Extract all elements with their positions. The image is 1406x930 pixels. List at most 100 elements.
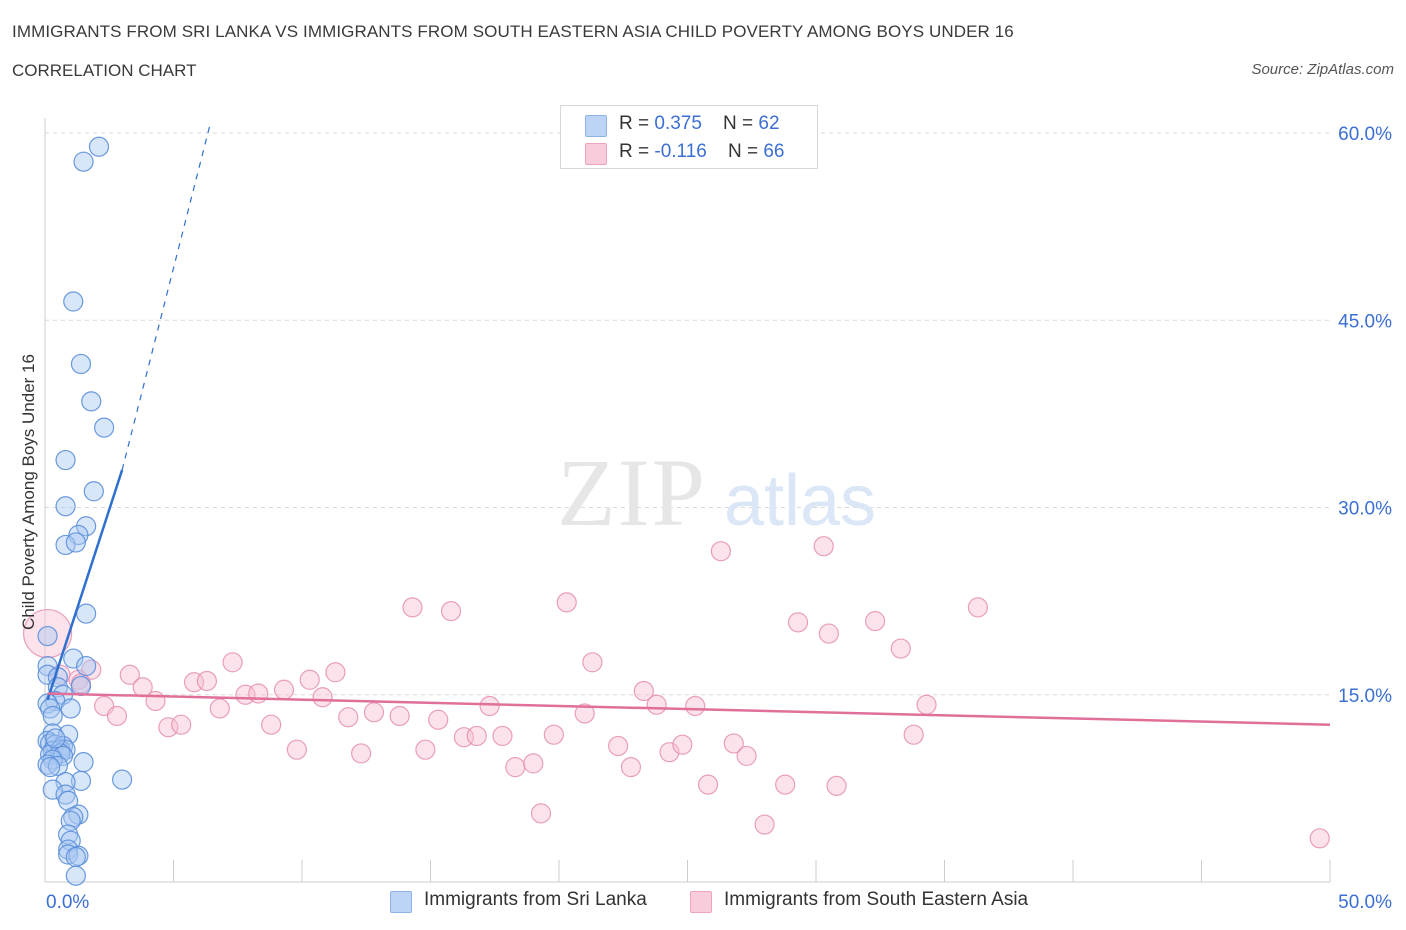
y-axis-label: Child Poverty Among Boys Under 16: [19, 354, 38, 630]
legend-r-value: -0.116: [654, 141, 707, 162]
data-point: [363, 702, 385, 723]
legend-n-label: N =: [727, 141, 764, 162]
data-point: [58, 839, 79, 860]
data-point: [47, 755, 68, 777]
data-point: [582, 652, 603, 673]
data-point: [65, 846, 86, 868]
legend-r-value: 0.375: [654, 113, 702, 134]
data-point: [40, 698, 61, 719]
y-tick-label: 60.0%: [1338, 124, 1392, 145]
legend-swatch-blue: [585, 115, 607, 137]
data-point: [754, 814, 775, 835]
legend-n-value: 62: [758, 113, 780, 134]
data-point: [479, 695, 500, 717]
bottom-legend-swatch-pink: [690, 891, 712, 913]
data-point: [325, 662, 346, 683]
data-point: [81, 391, 102, 412]
x-tick-label: 0.0%: [46, 892, 89, 913]
data-point: [543, 724, 564, 745]
data-point: [299, 669, 320, 690]
data-point: [83, 481, 104, 502]
gridlines: [45, 132, 1330, 696]
data-point: [402, 597, 423, 618]
data-point: [428, 709, 449, 730]
data-point: [63, 648, 84, 669]
data-point: [55, 496, 76, 517]
data-point: [787, 612, 809, 633]
y-tick-label: 30.0%: [1338, 499, 1392, 520]
data-point: [37, 655, 58, 677]
data-point: [63, 291, 84, 312]
data-point: [967, 597, 989, 618]
legend-n-value: 66: [763, 141, 785, 162]
series-south-eastern-asia: [22, 536, 1330, 849]
data-point: [916, 694, 937, 715]
data-point: [890, 638, 911, 659]
data-point: [52, 745, 74, 767]
chart-subtitle: CORRELATION CHART: [12, 61, 197, 80]
data-point: [466, 725, 487, 747]
chart-title: IMMIGRANTS FROM SRI LANKA VS IMMIGRANTS …: [12, 22, 1014, 41]
data-point: [145, 690, 166, 712]
data-point: [710, 541, 732, 562]
data-point: [556, 592, 577, 613]
data-point: [620, 757, 642, 778]
data-point: [903, 724, 924, 745]
legend-swatch-pink: [585, 143, 607, 165]
data-point: [40, 757, 61, 778]
data-point: [119, 664, 140, 685]
data-point: [171, 714, 192, 735]
watermark: ZIP atlas: [557, 439, 876, 546]
data-point: [45, 728, 66, 749]
data-point: [106, 705, 128, 727]
source-label: Source: ZipAtlas.com: [1251, 61, 1394, 78]
trend-line-south-eastern-asia: [47, 692, 1331, 726]
x-tick-label: 50.0%: [1338, 892, 1392, 913]
data-point: [70, 353, 92, 375]
data-point: [222, 652, 243, 673]
bottom-legend-swatch-blue: [390, 891, 412, 913]
data-point: [646, 694, 667, 715]
data-point: [775, 774, 796, 795]
data-point: [58, 790, 79, 811]
data-point: [1309, 828, 1330, 849]
data-point: [530, 803, 552, 824]
bottom-legend-label: Immigrants from South Eastern Asia: [724, 889, 1029, 910]
data-point: [633, 680, 654, 702]
data-point: [76, 655, 97, 677]
data-point: [42, 705, 63, 727]
series-sri-lanka: [37, 136, 133, 886]
data-point: [42, 779, 63, 800]
data-point: [58, 844, 79, 865]
y-tick-label: 45.0%: [1338, 311, 1392, 332]
data-point: [351, 743, 372, 764]
data-point: [73, 151, 94, 172]
data-point: [70, 675, 92, 697]
data-point: [813, 536, 834, 557]
trend-line-sri-lanka: [46, 469, 124, 701]
data-point: [196, 670, 218, 692]
data-point: [88, 136, 110, 157]
data-point: [608, 735, 629, 757]
data-point: [415, 739, 436, 760]
legend-r-label: R =: [619, 113, 655, 134]
watermark-atlas: atlas: [724, 461, 876, 541]
trend-line-sri-lanka-extension: [121, 126, 211, 471]
data-point: [209, 698, 230, 719]
data-point: [37, 754, 58, 775]
data-point: [523, 753, 544, 774]
data-point: [273, 679, 295, 700]
data-point: [492, 725, 513, 747]
data-point: [65, 532, 86, 553]
data-point: [60, 698, 81, 719]
data-point: [440, 601, 462, 622]
data-point: [248, 683, 269, 704]
data-point: [389, 705, 410, 727]
data-point: [73, 752, 94, 773]
data-point: [312, 687, 333, 708]
trend-lines: [46, 126, 1331, 726]
data-point: [55, 449, 76, 471]
data-point: [736, 745, 757, 767]
data-point: [659, 742, 680, 763]
